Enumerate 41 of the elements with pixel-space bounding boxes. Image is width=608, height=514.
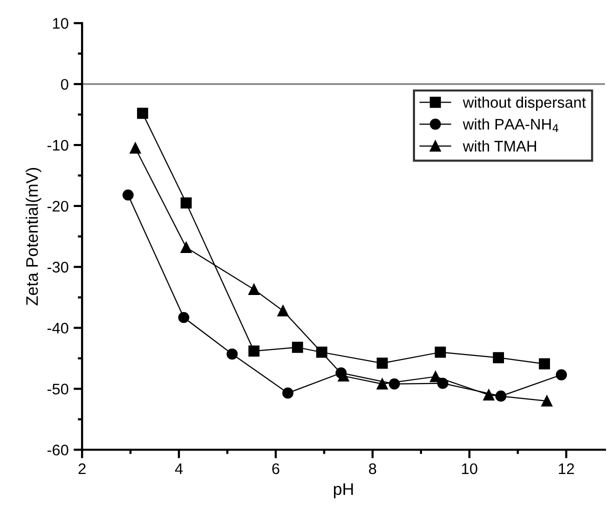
- y-tick-label: 0: [60, 78, 68, 90]
- legend-label: without dispersant: [462, 96, 586, 111]
- y-tick-label: -30: [47, 262, 68, 273]
- point: [137, 108, 148, 119]
- point: [180, 242, 192, 253]
- point: [178, 312, 190, 324]
- point: [277, 305, 289, 316]
- legend-label: with PAA-NH$_{4}$: [462, 118, 558, 132]
- point: [292, 342, 304, 353]
- point: [434, 346, 446, 358]
- point: [492, 352, 504, 364]
- point: [538, 358, 550, 370]
- x-tick-label: 8: [368, 463, 376, 474]
- point: [248, 284, 260, 296]
- point: [316, 346, 328, 358]
- y-tick-label: 10: [53, 18, 68, 29]
- point: [376, 378, 388, 390]
- point: [376, 358, 388, 369]
- x-tick-label: 2: [78, 463, 86, 474]
- y-tick-label: -40: [47, 322, 68, 334]
- point: [122, 189, 134, 201]
- y-tick-label: -10: [47, 140, 68, 151]
- point: [248, 345, 260, 357]
- point: [180, 197, 192, 208]
- point: [483, 389, 494, 400]
- point: [226, 348, 238, 360]
- x-tick-label: 12: [558, 463, 574, 474]
- x-tick-label: 10: [462, 463, 478, 474]
- point: [130, 142, 141, 154]
- y-tick-label: -50: [47, 384, 68, 394]
- legend-label: with TMAH: [462, 140, 536, 152]
- point: [282, 388, 294, 399]
- point: [541, 395, 552, 407]
- point: [556, 369, 567, 380]
- x-tick-label: 4: [175, 464, 183, 474]
- x-axis-title: pH: [334, 483, 353, 498]
- y-tick-label: -60: [47, 444, 68, 456]
- y-axis-title: Zeta Potential(mV): [26, 168, 42, 306]
- y-tick-label: -20: [47, 200, 68, 212]
- point: [430, 371, 442, 382]
- x-tick-label: 6: [272, 463, 280, 474]
